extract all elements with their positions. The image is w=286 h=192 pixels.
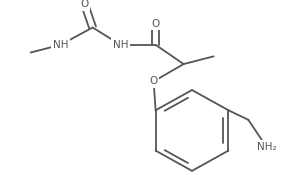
Text: O: O [150,76,158,86]
Text: NH: NH [53,40,68,50]
Text: NH₂: NH₂ [257,142,276,152]
Text: O: O [80,0,89,9]
Text: NH: NH [113,40,128,50]
Text: O: O [152,19,160,29]
